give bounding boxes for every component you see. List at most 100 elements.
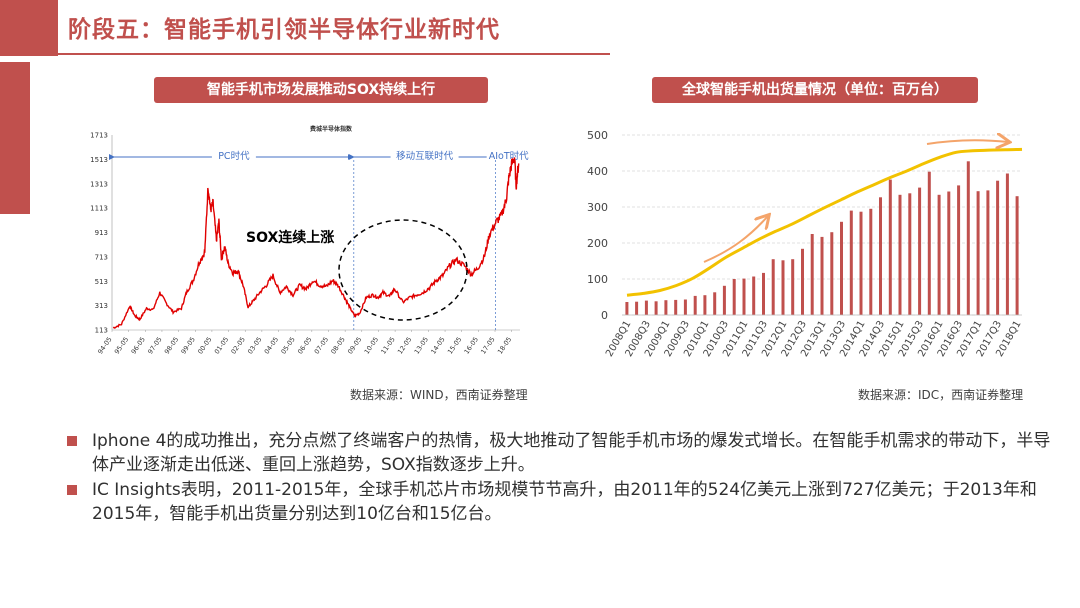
sox-y-tick-label: 1313 [90, 180, 108, 188]
shipment-x-axis: 2008Q12008Q32009Q12009Q32010Q12010Q32011… [604, 314, 1024, 359]
shipment-bar [762, 272, 765, 315]
sox-highlight-ellipse [338, 219, 468, 321]
title-underline [58, 53, 610, 55]
shipment-bar [947, 191, 951, 315]
sox-x-tick-label: 01-05 [213, 336, 230, 356]
shipment-bars [625, 161, 1019, 315]
shipment-bar [703, 295, 707, 315]
shipment-bar [859, 211, 863, 315]
sox-era-markers: PC时代 移动互联时代 AIoT时代 [109, 148, 531, 330]
shipment-bar [654, 301, 658, 315]
sox-y-tick-label: 1513 [90, 156, 108, 164]
shipment-bar [927, 171, 931, 315]
shipment-y-tick-label: 0 [601, 309, 608, 322]
shipment-bar [937, 194, 941, 315]
right-chart-banner: 全球智能手机出货量情况（单位：百万台） [652, 77, 978, 103]
sox-y-tick-label: 513 [95, 278, 108, 286]
sox-y-tick-label: 113 [95, 327, 108, 335]
shipment-bar [888, 179, 892, 315]
shipment-bar [908, 193, 912, 315]
sox-x-tick-label: 15-05 [446, 336, 463, 356]
shipment-bar [830, 232, 834, 315]
sox-y-tick-label: 913 [95, 229, 108, 237]
square-bullet-icon [67, 485, 77, 495]
sox-x-tick-label: 13-05 [413, 336, 430, 356]
side-accent-block [0, 62, 30, 214]
sox-x-tick-label: 94-05 [96, 336, 113, 356]
sox-x-tick-label: 16-05 [463, 336, 480, 356]
shipment-bar [683, 299, 687, 315]
title-accent-block [0, 0, 58, 56]
growth-arrow-upper [926, 140, 1008, 144]
shipment-bar [625, 302, 629, 315]
sox-x-tick-label: 14-05 [429, 336, 446, 356]
sox-x-tick-label: 06-05 [296, 336, 313, 356]
shipment-bar [713, 292, 717, 315]
shipment-bar [635, 301, 639, 315]
sox-x-tick-label: 96-05 [130, 336, 147, 356]
sox-x-tick-label: 04-05 [263, 336, 280, 356]
shipment-bar [966, 161, 970, 315]
shipment-bar [810, 234, 814, 315]
shipment-bar [644, 300, 648, 315]
left-chart-source: 数据来源：WIND，西南证券整理 [350, 388, 528, 402]
era-label: 移动互联时代 [396, 150, 454, 162]
sox-x-tick-label: 18-05 [496, 336, 513, 356]
shipment-bar [1005, 173, 1009, 315]
shipment-bar [976, 191, 980, 315]
sox-x-tick-label: 97-05 [146, 336, 163, 356]
shipment-bar [879, 197, 882, 315]
shipment-bar [781, 260, 785, 315]
shipment-bar [771, 259, 775, 315]
sox-x-tick-label: 99-05 [180, 336, 197, 356]
sox-x-axis: 94-05 95-05 96-05 97-05 98-05 99-05 00-05 01-05… [96, 329, 520, 356]
bullet-text: IC Insights表明，2011-2015年，全球手机芯片市场规模节节高升，… [92, 480, 1037, 524]
sox-y-tick-label: 1713 [90, 132, 108, 140]
shipment-y-tick-label: 200 [587, 237, 608, 250]
shipment-bar [693, 295, 697, 315]
right-chart-source: 数据来源：IDC，西南证券整理 [858, 388, 1024, 402]
bullet-item: IC Insights表明，2011-2015年，全球手机芯片市场规模节节高升，… [64, 478, 1054, 526]
square-bullet-icon [67, 436, 77, 446]
sox-x-tick-label: 02-05 [229, 336, 246, 356]
shipment-trend-curve [626, 147, 1023, 297]
shipment-bar [1015, 196, 1019, 315]
shipment-bar [674, 299, 678, 315]
sox-y-axis: 113 313 513 713 913 1113 1313 1513 1713 [90, 132, 113, 335]
shipment-y-tick-label: 300 [587, 201, 608, 214]
shipment-bar [869, 208, 873, 315]
sox-x-tick-label: 95-05 [113, 336, 130, 356]
shipment-bar-chart: 0 100 200 300 400 500 2008Q12008Q32009Q12009Q… [587, 129, 1024, 359]
shipment-bar [664, 300, 668, 315]
shipment-bar [957, 185, 961, 315]
shipment-y-tick-label: 400 [587, 165, 608, 178]
shipment-bar [849, 210, 853, 315]
shipment-bar [722, 285, 726, 315]
sox-x-tick-label: 12-05 [396, 336, 413, 356]
sox-x-tick-label: 11-05 [379, 336, 396, 356]
sox-x-tick-label: 00-05 [196, 336, 213, 356]
sox-series-line [112, 157, 520, 329]
era-label-bg [390, 148, 459, 160]
shipment-bar [801, 248, 804, 315]
shipment-bar [791, 259, 795, 315]
shipment-bar [752, 276, 756, 315]
sox-x-tick-label: 09-05 [346, 336, 363, 356]
growth-arrow-lower [703, 216, 768, 263]
sox-x-tick-label: 08-05 [329, 336, 346, 356]
shipment-bar [742, 278, 746, 315]
sox-y-tick-label: 1113 [90, 205, 108, 213]
shipment-bar [918, 187, 922, 315]
shipment-bar [820, 236, 824, 315]
sox-line-chart: 费城半导体指数 1133135137139131113131315131713 … [90, 125, 531, 356]
shipment-bar [986, 190, 990, 315]
sox-y-tick-label: 313 [95, 302, 108, 310]
shipment-bar [996, 180, 1000, 315]
bullet-item: Iphone 4的成功推出，充分点燃了终端客户的热情，极大地推动了智能手机市场的… [64, 429, 1054, 477]
shipment-y-tick-label: 100 [587, 273, 608, 286]
shipment-bar [840, 221, 843, 315]
sox-x-tick-label: 17-05 [479, 336, 496, 356]
sox-x-tick-label: 03-05 [246, 336, 263, 356]
era-label: AIoT时代 [489, 150, 529, 162]
era-label-bg [211, 148, 256, 160]
